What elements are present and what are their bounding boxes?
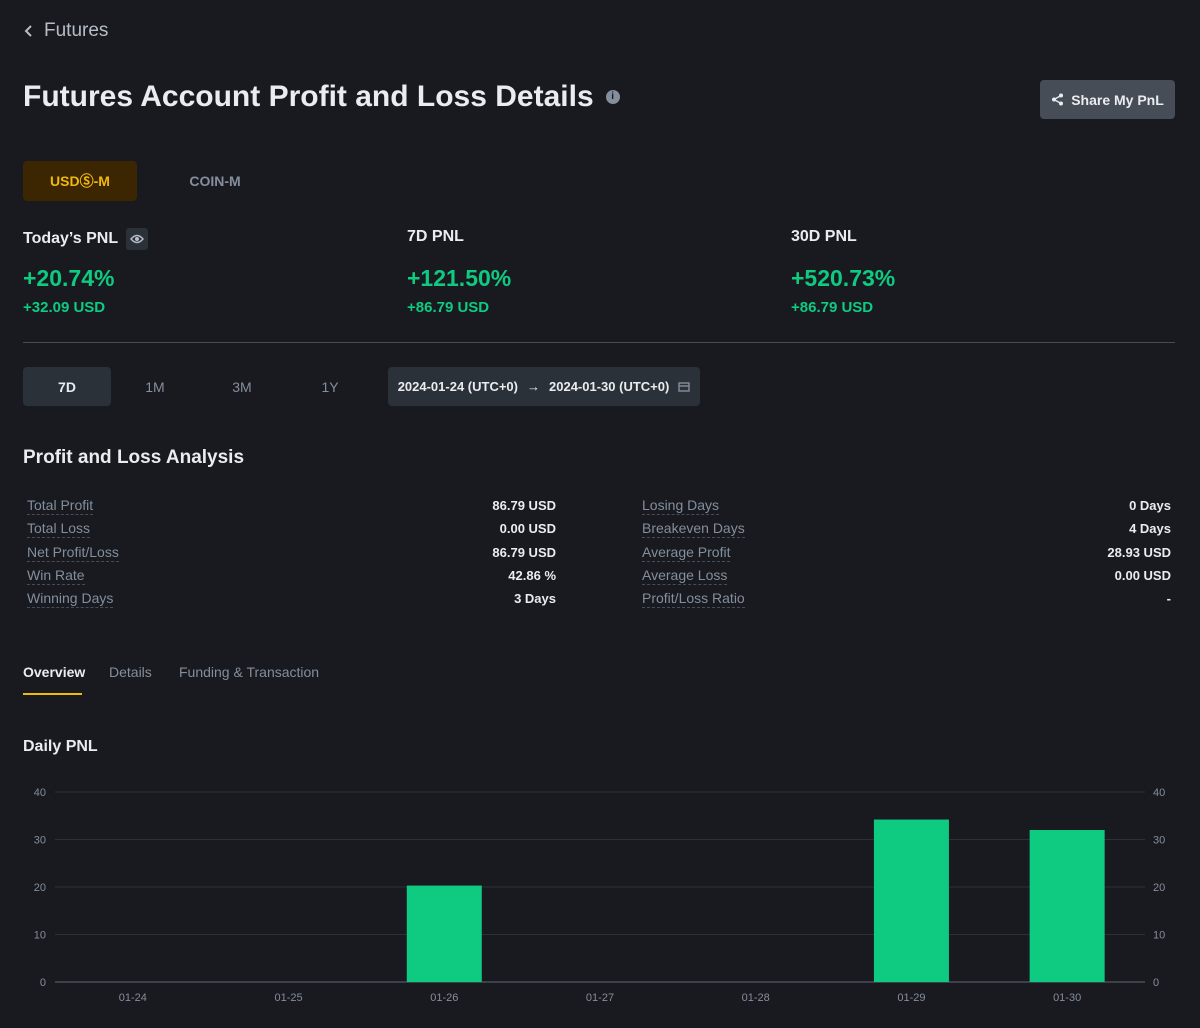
calendar-icon xyxy=(678,382,691,392)
date-range-picker[interactable]: 2024-01-24 (UTC+0) → 2024-01-30 (UTC+0) xyxy=(388,367,700,406)
y-tick-right: 30 xyxy=(1153,835,1165,847)
share-pnl-button[interactable]: Share My PnL xyxy=(1040,80,1175,119)
y-tick-right: 40 xyxy=(1153,787,1165,799)
tab-funding-transaction[interactable]: Funding & Transaction xyxy=(179,664,320,680)
tab-details[interactable]: Details xyxy=(109,664,152,680)
stat-value-net-profit-loss: 86.79 USD xyxy=(492,545,556,560)
x-tick-label: 01-30 xyxy=(1053,992,1081,1004)
todays-pnl-percent: +20.74% xyxy=(23,265,115,291)
y-tick-left: 40 xyxy=(34,787,46,799)
tab-usds-m[interactable]: USDⓈ-M xyxy=(23,161,137,201)
stat-label-total-profit: Total Profit xyxy=(27,497,94,515)
tab-overview[interactable]: Overview xyxy=(23,664,86,680)
x-tick-label: 01-24 xyxy=(119,992,147,1004)
stat-value-winning-days: 3 Days xyxy=(514,591,556,606)
y-tick-left: 10 xyxy=(34,930,46,942)
stat-value-profit-loss-ratio: - xyxy=(1166,591,1171,606)
back-link[interactable]: Futures xyxy=(24,20,108,42)
stat-label-breakeven-days: Breakeven Days xyxy=(642,520,745,538)
chevron-left-icon xyxy=(24,25,32,37)
share-icon xyxy=(1052,93,1064,106)
page-title: Futures Account Profit and Loss Details … xyxy=(23,80,620,114)
stat-label-winning-days: Winning Days xyxy=(27,590,114,608)
y-tick-right: 20 xyxy=(1153,882,1165,894)
date-range-arrow: → xyxy=(527,379,540,394)
stat-value-total-profit: 86.79 USD xyxy=(492,498,556,513)
x-tick-label: 01-26 xyxy=(430,992,458,1004)
back-label: Futures xyxy=(44,20,109,41)
stat-label-total-loss: Total Loss xyxy=(27,520,91,538)
date-range-end: 2024-01-30 (UTC+0) xyxy=(549,379,670,394)
x-tick-label: 01-28 xyxy=(742,992,770,1004)
info-icon[interactable]: i xyxy=(605,90,620,104)
bar-01-26[interactable] xyxy=(406,885,482,982)
x-tick-label: 01-25 xyxy=(275,992,303,1004)
y-tick-right: 0 xyxy=(1153,977,1159,989)
range-tab-1y[interactable]: 1Y xyxy=(321,378,339,395)
stat-value-breakeven-days: 4 Days xyxy=(1129,521,1171,536)
7d-pnl-percent: +121.50% xyxy=(407,265,512,291)
stat-label-average-loss: Average Loss xyxy=(642,567,728,585)
stat-value-average-loss: 0.00 USD xyxy=(1114,568,1171,583)
stat-value-losing-days: 0 Days xyxy=(1129,498,1171,513)
bar-01-29[interactable] xyxy=(873,819,949,982)
todays-pnl-usd: +32.09 USD xyxy=(23,299,106,316)
todays-pnl-label: Today’s PNL xyxy=(23,228,149,250)
share-pnl-label: Share My PnL xyxy=(1071,91,1164,108)
30d-pnl-percent: +520.73% xyxy=(791,265,896,291)
analysis-title: Profit and Loss Analysis xyxy=(23,447,245,468)
stat-label-net-profit-loss: Net Profit/Loss xyxy=(27,544,119,562)
stat-value-average-profit: 28.93 USD xyxy=(1107,545,1171,560)
page-title-text: Futures Account Profit and Loss Details xyxy=(23,80,594,113)
stat-label-win-rate: Win Rate xyxy=(27,567,85,585)
stat-value-total-loss: 0.00 USD xyxy=(499,521,556,536)
tab-coin-m-label: COIN-M xyxy=(189,173,241,189)
range-tab-1m[interactable]: 1M xyxy=(145,378,165,395)
y-tick-left: 20 xyxy=(34,882,46,894)
range-tab-7d[interactable]: 7D xyxy=(23,367,111,406)
x-tick-label: 01-27 xyxy=(586,992,614,1004)
30d-pnl-label: 30D PNL xyxy=(791,228,857,245)
date-range-start: 2024-01-24 (UTC+0) xyxy=(397,379,518,394)
y-tick-left: 0 xyxy=(40,977,46,989)
y-tick-right: 10 xyxy=(1153,930,1165,942)
stat-label-average-profit: Average Profit xyxy=(642,544,731,562)
stat-label-profit-loss-ratio: Profit/Loss Ratio xyxy=(642,590,745,608)
tab-active-indicator xyxy=(23,693,82,695)
daily-pnl-chart: 0 0 10 10 20 20 30 30 40 40 01-24 01-25 01-26 01-27 01… xyxy=(34,787,1166,1004)
divider xyxy=(23,342,1175,343)
todays-pnl-label-text: Today’s PNL xyxy=(23,230,119,247)
stat-value-win-rate: 42.86 % xyxy=(508,568,556,583)
30d-pnl-usd: +86.79 USD xyxy=(791,299,874,316)
chart-title: Daily PNL xyxy=(23,738,98,755)
tab-usds-m-label: USDⓈ-M xyxy=(50,173,110,189)
tab-coin-m[interactable]: COIN-M xyxy=(160,161,270,201)
bar-01-30[interactable] xyxy=(1029,830,1105,982)
7d-pnl-label: 7D PNL xyxy=(407,228,464,245)
stat-label-losing-days: Losing Days xyxy=(642,497,720,515)
7d-pnl-usd: +86.79 USD xyxy=(407,299,490,316)
eye-icon[interactable] xyxy=(126,228,149,250)
range-tab-3m[interactable]: 3M xyxy=(232,378,252,395)
y-tick-left: 30 xyxy=(34,835,46,847)
x-tick-label: 01-29 xyxy=(897,992,925,1004)
